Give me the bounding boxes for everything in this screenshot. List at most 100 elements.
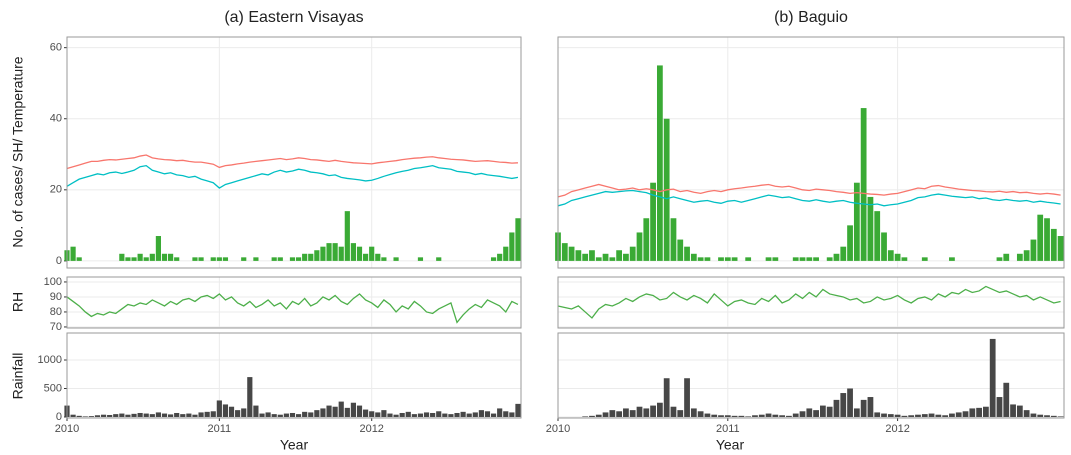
bar [962,411,969,417]
bar [1044,415,1050,417]
bar [819,405,826,417]
panel-title: (a) Eastern Visayas [224,9,363,26]
bar [697,257,704,261]
bar [874,412,881,417]
bar [799,257,806,261]
bar [623,408,629,417]
y-tick-label: 500 [44,382,62,394]
bar [656,65,663,261]
bar [867,196,874,261]
panel-border [66,332,522,419]
bar [149,414,155,417]
bar [752,415,758,417]
bar [210,411,216,417]
bar [976,407,982,417]
bar [643,218,650,261]
bar [253,405,259,417]
bar [602,253,609,261]
bar [690,253,697,261]
x-tick-label: 2012 [885,423,909,435]
bar [983,406,989,417]
bar [216,400,222,417]
bar [271,414,277,417]
bar [840,246,847,261]
bar [833,253,840,261]
bar [113,414,119,417]
panel-background [67,333,521,418]
bar [387,413,393,417]
panel-border [66,36,522,269]
bar [1037,214,1044,261]
bar [94,415,101,417]
x-tick-label: 2010 [55,423,79,435]
bar [840,393,847,417]
bar [867,397,874,417]
bar [602,412,609,417]
bar [405,411,411,417]
bar [417,413,424,417]
panel-background [558,333,1064,418]
bar [338,246,344,261]
bar [1010,404,1016,417]
bar [168,253,174,261]
bar [174,257,180,261]
panel-background [558,37,1064,268]
bar [833,399,840,417]
bar [949,257,955,261]
bar [616,250,623,261]
bar [1050,228,1057,261]
bar [561,243,568,261]
bar [935,414,942,417]
bar [1044,218,1050,261]
bar [326,405,332,417]
bar [908,415,915,417]
bar [623,253,629,261]
bar [70,246,76,261]
bar [302,411,308,417]
bar [847,225,853,261]
bar [76,415,82,417]
y-axis-label: RH [10,292,26,312]
bar [168,414,174,417]
bar [155,236,161,261]
bar [928,413,935,417]
bar [806,257,813,261]
bar [295,257,302,261]
bar [119,413,125,417]
bar [792,413,799,417]
bar [697,411,704,417]
bar [718,257,724,261]
panel-border [557,36,1065,269]
bar [277,414,283,417]
bar [186,413,192,417]
bar [643,408,650,417]
bar [738,415,745,417]
bar [436,257,442,261]
bar [490,413,497,417]
bar [509,412,515,417]
bar [650,405,656,417]
bar [515,218,521,261]
bar [1003,253,1010,261]
line [66,164,519,189]
bar [1030,239,1037,261]
bar [969,408,976,417]
bar [484,411,491,417]
bar [575,250,582,261]
bar [277,257,283,261]
bar [779,415,786,417]
y-tick-label: 90 [50,291,62,303]
bar [582,253,589,261]
bar [813,257,819,261]
bar [350,402,357,417]
y-tick-label: 80 [50,306,62,318]
bar [259,413,265,417]
bar [792,257,799,261]
y-tick-label: 20 [50,184,62,196]
bar [589,415,595,417]
bar [107,414,113,417]
bar [609,410,616,417]
bar [894,414,901,417]
line [66,154,518,170]
x-axis-label: Year [280,437,309,453]
